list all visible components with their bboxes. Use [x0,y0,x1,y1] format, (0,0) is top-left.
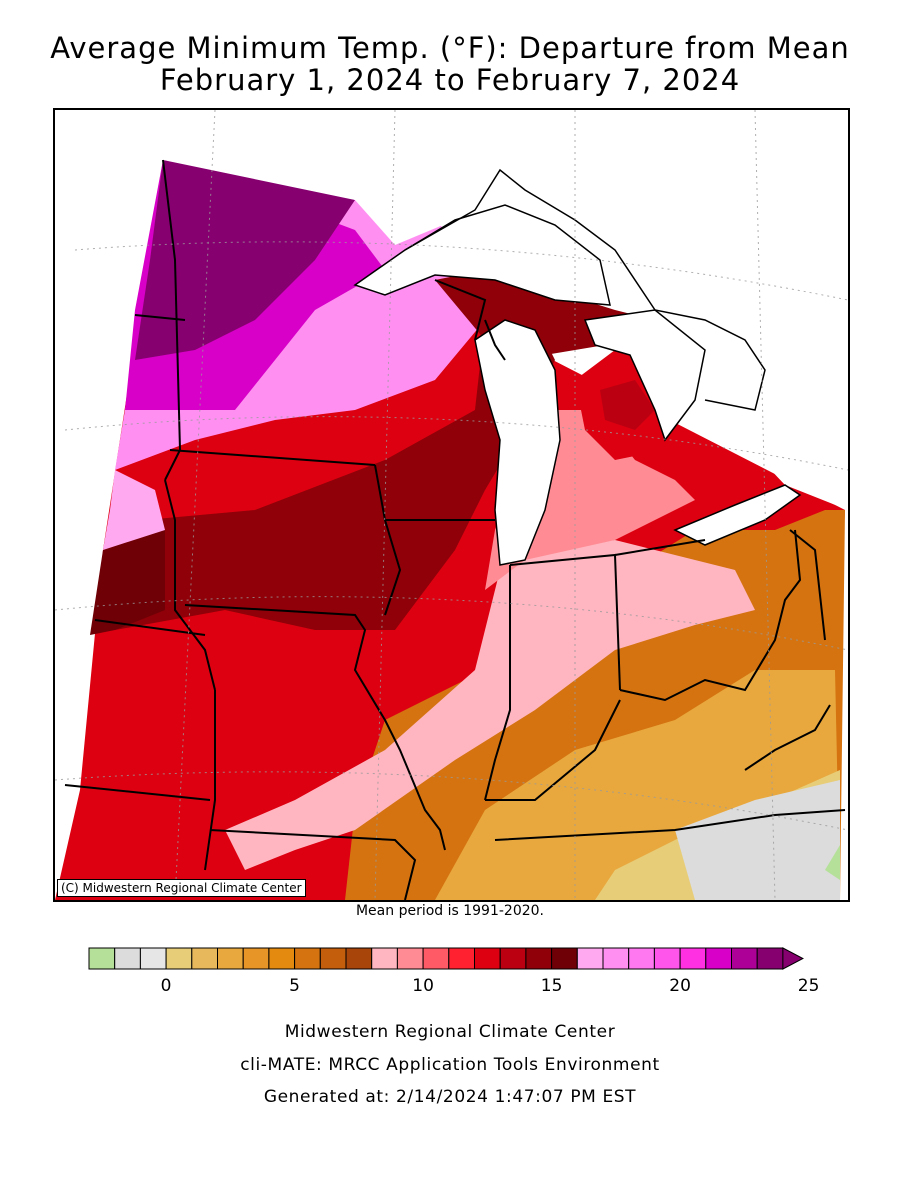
legend-tick-label: 15 [541,976,563,996]
legend-tick-label: 5 [289,976,300,996]
border-ia-mo-il [184,604,446,851]
region-darkest-red [90,530,165,635]
legend-swatch [628,947,655,970]
legend-swatch [705,947,732,970]
footer-tool: cli-MATE: MRCC Application Tools Environ… [240,1055,660,1075]
region-green [825,845,840,880]
legend-swatch [653,947,681,970]
state-borders [64,159,846,900]
departure-map [53,108,850,902]
legend-swatch [679,947,707,970]
border-ks-mo-ok [209,829,417,900]
legend-swatch [268,947,296,970]
legend-tick-label: 20 [669,976,691,996]
region-light-magenta [103,470,165,550]
legend-swatch [474,947,501,970]
footer-generated: Generated at: 2/14/2024 1:47:07 PM EST [263,1087,637,1107]
border-mn-sd-ia-west [164,479,216,691]
legend-swatch [422,947,450,970]
border-mn-ia [169,449,376,466]
border-ky-in [485,699,621,801]
border-wi-mi [484,319,506,361]
legend-swatch [576,947,604,970]
legend-swatch [731,947,758,970]
border-ne-ks [64,784,211,801]
map-date-range: February 1, 2024 to February 7, 2024 [159,63,741,97]
region-deep-purple [135,160,355,360]
lake-erie [675,485,800,545]
region-gray [675,780,840,900]
copyright-label: (C) Midwestern Regional Climate Center [57,879,306,897]
border-mn-wi-ia [374,464,402,616]
region-pink [225,540,755,870]
border-mi-wi-up [434,279,487,341]
color-legend: 0 5 10 15 20 25 [0,940,900,1000]
region-michigan-dark [600,380,655,430]
border-nd-sd [134,314,186,321]
border-oh-wv-ky [619,529,802,702]
legend-swatch [371,947,398,970]
footer-org: Midwestern Regional Climate Center [284,1022,616,1042]
legend-swatch [756,947,784,970]
legend-swatch [294,947,321,970]
border-pa [789,529,826,641]
legend-swatch [602,947,630,970]
mean-period-note: Mean period is 1991-2020. [355,903,545,919]
legend-swatch [114,947,141,970]
legend-swatch [319,947,347,970]
border-nd-mn [162,159,182,481]
legend-swatch [396,947,424,970]
legend-swatch [499,947,527,970]
map-title: Average Minimum Temp. (°F): Departure fr… [50,31,850,65]
legend-tick-label: 25 [798,976,820,996]
lake-michigan [475,320,560,565]
map-canvas [55,110,848,900]
border-il-in [484,565,511,801]
legend-swatch [88,947,116,970]
legend-swatch [139,947,167,970]
border-va-ky [744,704,831,771]
legend-swatch [525,947,553,970]
legend-arrow [782,947,804,970]
legend-swatch [345,947,373,970]
legend-swatch [448,947,475,970]
border-ne-ks-mo [204,690,216,871]
legend-swatch [191,947,219,970]
legend-swatch [242,947,270,970]
legend-swatch [217,947,244,970]
coastlines [353,168,802,566]
lake-superior [355,205,610,305]
legend-tick-label: 10 [412,976,434,996]
border-sd-ne [94,619,206,636]
canada-region [163,110,848,510]
legend-tick-label: 0 [161,976,172,996]
legend-swatch [551,947,578,970]
region-dark-red [103,300,555,630]
legend-colorbar: 0 5 10 15 20 25 [88,947,820,996]
border-oh-mi [614,539,706,556]
border-ky-tn [494,809,846,841]
graticule [55,110,848,900]
legend-swatch [165,947,193,970]
